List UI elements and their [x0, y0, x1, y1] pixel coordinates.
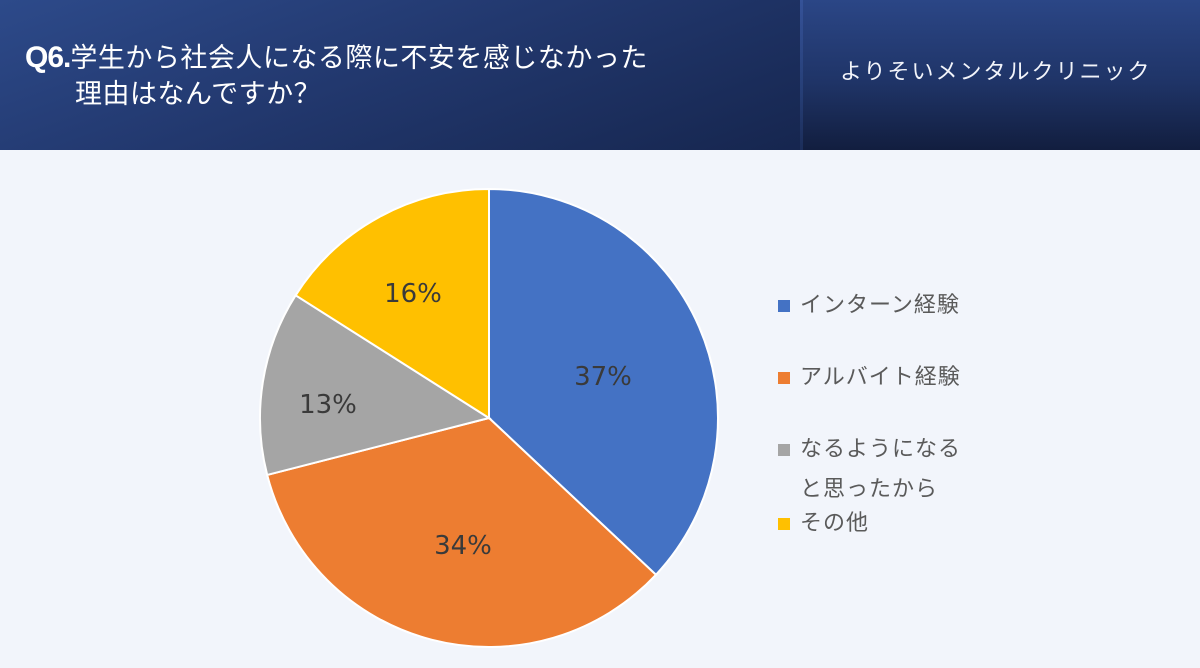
page-title: Q6.学生から社会人になる際に不安を感じなかった 理由はなんですか？ — [25, 40, 648, 113]
legend-label: その他 — [800, 511, 870, 536]
pie-chart-svg — [259, 187, 719, 648]
legend-item-parttime: アルバイト経験 — [778, 359, 998, 397]
legend-label-line-2: と思ったから — [800, 477, 939, 502]
clinic-name: よりそいメンタルクリニック — [840, 60, 1152, 85]
header-banner: Q6.学生から社会人になる際に不安を感じなかった 理由はなんですか？ よりそいメ… — [0, 0, 1200, 150]
legend-swatch-blue — [778, 300, 790, 312]
legend-item-internship: インターン経験 — [778, 287, 998, 325]
title-line-1: 学生から社会人になる際に不安を感じなかった — [70, 43, 648, 74]
legend-swatch-yellow — [778, 518, 790, 530]
slice-letitbe — [259, 293, 492, 477]
legend-swatch-orange — [778, 372, 790, 384]
slice-label-other: 16% — [384, 279, 442, 309]
slice-other — [294, 187, 490, 420]
title-line-2: 理由はなんですか？ — [75, 79, 322, 110]
header-right-panel — [803, 0, 1200, 150]
legend-label: アルバイト経験 — [800, 365, 961, 390]
slice-internship — [488, 187, 719, 577]
legend-item-other: その他 — [778, 505, 998, 543]
slice-parttime — [265, 416, 658, 648]
legend-item-letitbe: なるようになる と思ったから — [778, 431, 998, 509]
slice-label-parttime: 34% — [434, 531, 492, 561]
pie-chart: 37% 34% 13% 16% — [255, 184, 725, 654]
legend-swatch-gray — [778, 444, 790, 456]
header-divider — [800, 0, 803, 150]
slice-label-internship: 37% — [574, 362, 632, 392]
slice-label-letitbe: 13% — [299, 390, 357, 420]
legend-label: インターン経験 — [800, 293, 960, 318]
legend-label-line-1: なるようになる — [800, 437, 962, 462]
question-number: Q6. — [25, 41, 71, 74]
legend-label: なるようになる と思ったから — [800, 431, 961, 509]
